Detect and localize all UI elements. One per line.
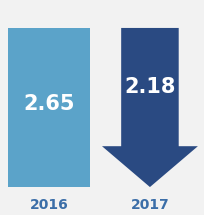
Polygon shape — [102, 28, 198, 187]
Text: 2016: 2016 — [30, 198, 68, 212]
Text: 2.18: 2.18 — [124, 77, 176, 97]
Text: 2017: 2017 — [131, 198, 169, 212]
Text: 2.65: 2.65 — [23, 94, 75, 114]
Bar — [8, 28, 90, 187]
